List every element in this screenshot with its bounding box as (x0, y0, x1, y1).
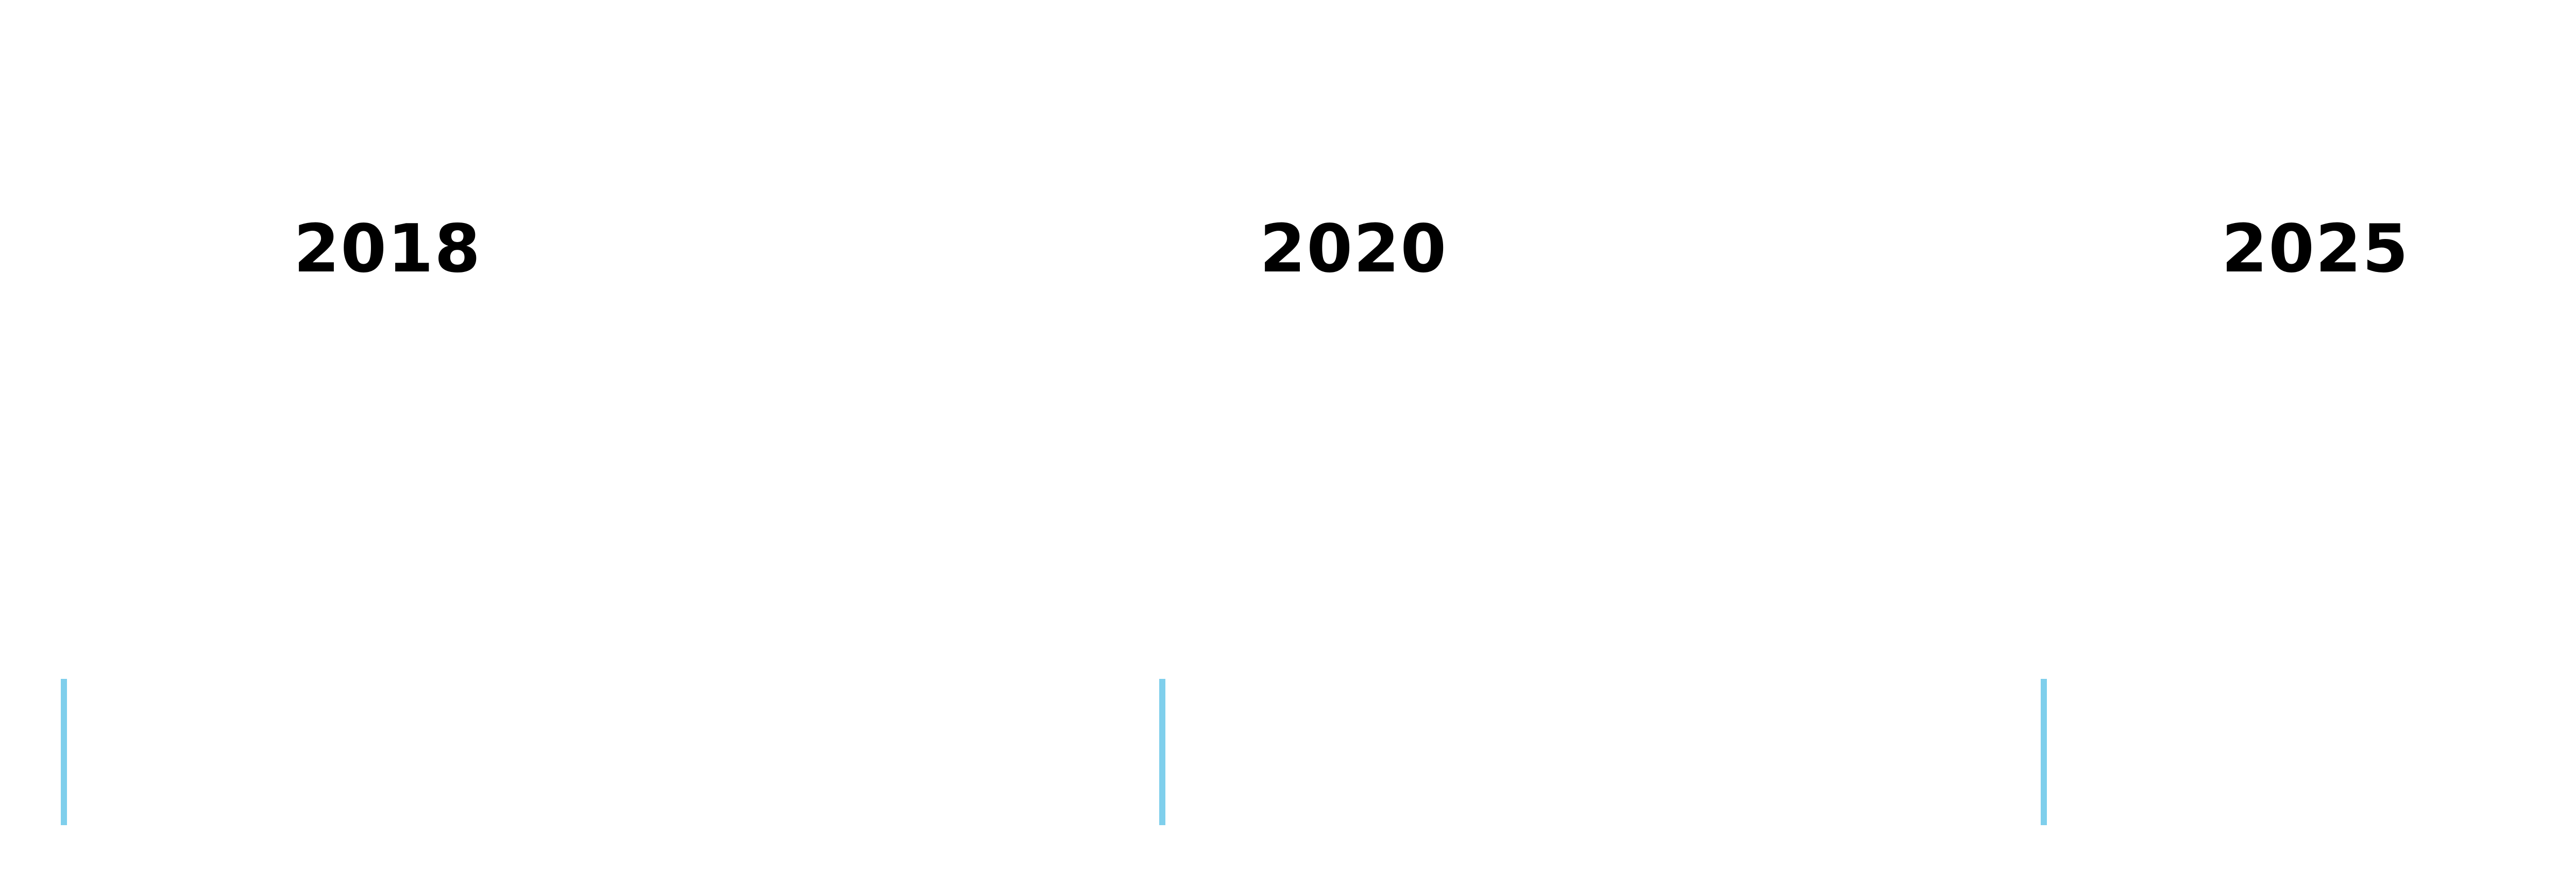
timeline-marker-2018 (61, 679, 67, 825)
year-label-2018: 2018 (294, 211, 482, 287)
year-label-2020: 2020 (1260, 211, 1448, 287)
timeline-marker-2025 (2041, 679, 2047, 825)
year-label-2025: 2025 (2222, 211, 2410, 287)
timeline-marker-2020 (1159, 679, 1165, 825)
